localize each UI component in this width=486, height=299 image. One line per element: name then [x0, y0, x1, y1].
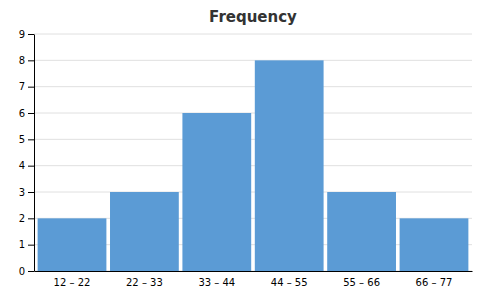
grid-line [34, 139, 472, 140]
y-tick-mark [28, 166, 34, 167]
y-tick: 2 [19, 213, 34, 224]
x-axis: 12 – 22 22 – 33 33 – 44 44 – 55 55 – 66 66 – … [35, 272, 473, 289]
grid [34, 34, 472, 271]
x-tick-label: 66 – 77 [416, 277, 453, 288]
bar [182, 113, 251, 271]
grid-line [34, 86, 472, 87]
x-tick-label: 33 – 44 [198, 277, 235, 288]
chart-title: Frequency [209, 8, 297, 26]
x-tick-label: 22 – 33 [126, 277, 163, 288]
y-tick-mark [28, 139, 34, 140]
y-tick: 0 [19, 266, 34, 277]
x-axis-line [35, 271, 473, 272]
y-tick: 8 [19, 55, 34, 66]
y-tick: 1 [19, 239, 34, 250]
y-axis: 0 1 2 3 4 5 6 7 8 9 [19, 29, 35, 277]
grid-line [34, 192, 472, 193]
bar [255, 60, 324, 271]
x-tick: 44 – 55 [271, 277, 308, 288]
x-tick-label: 55 – 66 [343, 277, 380, 288]
y-tick-mark [28, 245, 34, 246]
y-tick-label: 6 [19, 108, 25, 119]
y-tick: 4 [19, 160, 34, 171]
y-tick-mark [28, 218, 34, 219]
x-tick-label: 44 – 55 [271, 277, 308, 288]
y-tick-label: 9 [19, 29, 25, 40]
y-tick-label: 4 [19, 160, 25, 171]
plot-area [38, 60, 469, 271]
bar [400, 218, 469, 271]
y-tick: 7 [19, 81, 34, 92]
grid-line [34, 60, 472, 61]
x-tick: 55 – 66 [343, 277, 380, 288]
grid-line [34, 165, 472, 166]
bar [38, 218, 107, 271]
y-tick: 3 [19, 187, 34, 198]
y-tick-label: 0 [19, 266, 25, 277]
y-axis-line [34, 35, 35, 272]
x-tick: 12 – 22 [54, 277, 91, 288]
grid-line [34, 113, 472, 114]
chart-container: 0 1 2 3 4 5 6 7 8 9 12 – 22 22 – 33 33 – 44 44 – 55 55… [0, 0, 486, 299]
bar [110, 192, 179, 271]
y-tick-mark [28, 87, 34, 88]
y-tick-label: 1 [19, 239, 25, 250]
bar [327, 192, 396, 271]
y-tick-label: 7 [19, 81, 25, 92]
y-tick-label: 3 [19, 187, 25, 198]
y-tick-mark [28, 271, 34, 272]
x-tick: 33 – 44 [198, 277, 235, 288]
x-tick-label: 12 – 22 [54, 277, 91, 288]
y-tick-label: 2 [19, 213, 25, 224]
y-tick-mark [28, 34, 34, 35]
x-tick: 66 – 77 [416, 277, 453, 288]
y-tick-mark [28, 192, 34, 193]
y-tick: 6 [19, 108, 34, 119]
y-tick-mark [28, 113, 34, 114]
y-tick-label: 8 [19, 55, 25, 66]
chart-svg: 0 1 2 3 4 5 6 7 8 9 12 – 22 22 – 33 33 – 44 44 – 55 55… [0, 0, 486, 299]
y-tick-label: 5 [19, 134, 25, 145]
y-tick: 9 [19, 29, 34, 40]
x-tick: 22 – 33 [126, 277, 163, 288]
y-tick: 5 [19, 134, 34, 145]
y-tick-mark [28, 60, 34, 61]
grid-line [34, 34, 472, 35]
